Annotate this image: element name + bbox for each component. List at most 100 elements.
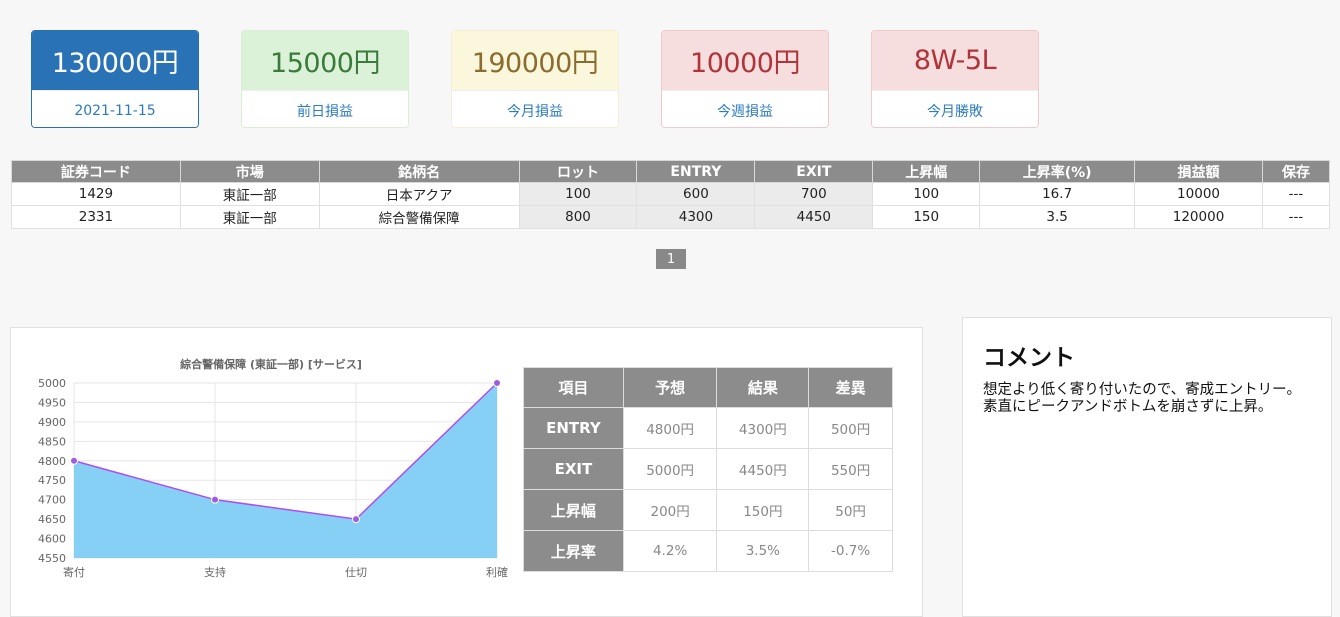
x-tick-label: 利確 [486, 565, 508, 579]
x-tick-label: 寄付 [63, 565, 85, 579]
cmp-cell-diff: 550円 [808, 448, 893, 490]
x-tick-label: 仕切 [345, 566, 367, 579]
col-header-lot[interactable]: ロット [518, 160, 638, 183]
y-tick-label: 4650 [38, 513, 66, 526]
cell-rise-rate: 3.5 [979, 205, 1136, 229]
cmp-cell-diff: 50円 [808, 489, 893, 531]
balance-card: 130000円 2021-11-15 [31, 30, 199, 128]
y-tick-label: 4800 [38, 455, 66, 468]
comment-text: 想定より低く寄り付いたので、寄成エントリー。素直にピークアンドボトムを崩さずに上… [983, 382, 1301, 415]
y-tick-label: 4900 [38, 416, 66, 429]
prev-day-pnl-link[interactable]: 前日損益 [242, 90, 408, 127]
week-pnl-value: 10000円 [662, 31, 828, 90]
cmp-cell-result: 3.5% [716, 530, 810, 572]
month-pnl-card: 190000円 今月損益 [451, 30, 619, 128]
comparison-table: 項目 予想 結果 差異 ENTRY 4800円 4300円 500円 EXIT … [523, 367, 893, 572]
data-point [70, 456, 78, 465]
comparison-row: EXIT 5000円 4450円 550円 [523, 448, 893, 490]
trades-header-row: 証券コード 市場 銘柄名 ロット ENTRY EXIT 上昇幅 上昇率(%) 損… [11, 160, 1331, 183]
comment-panel: コメント 想定より低く寄り付いたので、寄成エントリー。素直にピークアンドボトムを… [962, 317, 1332, 617]
winloss-card: 8W-5L 今月勝敗 [871, 30, 1039, 128]
comparison-row: ENTRY 4800円 4300円 500円 [523, 407, 893, 449]
y-tick-label: 4550 [38, 552, 66, 565]
cmp-cell-forecast: 200円 [622, 489, 718, 531]
table-row[interactable]: 2331 東証一部 綜合警備保障 800 4300 4450 150 3.5 1… [11, 205, 1331, 229]
page-button-1[interactable]: 1 [656, 249, 686, 269]
prev-day-pnl-card: 15000円 前日損益 [241, 30, 409, 128]
col-header-code[interactable]: 証券コード [11, 160, 181, 183]
comparison-header-row: 項目 予想 結果 差異 [523, 367, 893, 408]
cell-market: 東証一部 [179, 182, 320, 206]
cmp-cell-result: 4450円 [716, 448, 810, 490]
comment-title: コメント [983, 345, 1075, 371]
cmp-row-label: 上昇率 [523, 530, 624, 572]
cmp-header-forecast: 予想 [622, 367, 718, 408]
chart-title: 綜合警備保障 (東証一部) [サービス] [180, 358, 362, 371]
cmp-row-label: 上昇幅 [523, 489, 624, 531]
cmp-cell-result: 150円 [716, 489, 810, 531]
col-header-market[interactable]: 市場 [179, 160, 320, 183]
cell-pnl: 10000 [1134, 182, 1263, 206]
y-tick-label: 4850 [38, 435, 66, 448]
cell-save[interactable]: --- [1261, 205, 1331, 229]
cell-exit: 4450 [754, 205, 874, 229]
winloss-link[interactable]: 今月勝敗 [872, 90, 1038, 127]
trades-table: 証券コード 市場 銘柄名 ロット ENTRY EXIT 上昇幅 上昇率(%) 損… [11, 160, 1331, 229]
col-header-save[interactable]: 保存 [1261, 160, 1331, 183]
cmp-row-label: EXIT [523, 448, 624, 490]
x-tick-label: 支持 [204, 565, 226, 579]
y-tick-label: 4750 [38, 474, 66, 487]
month-pnl-value: 190000円 [452, 31, 618, 90]
cmp-row-label: ENTRY [523, 407, 624, 449]
comparison-row: 上昇幅 200円 150円 50円 [523, 489, 893, 531]
chart-panel: 綜合警備保障 (東証一部) [サービス] 5000 4950 4900 4850 480… [10, 327, 923, 617]
data-point [211, 495, 219, 504]
cell-save[interactable]: --- [1261, 182, 1331, 206]
comparison-row: 上昇率 4.2% 3.5% -0.7% [523, 530, 893, 572]
cmp-header-diff: 差異 [808, 367, 893, 408]
data-point [352, 515, 360, 524]
y-tick-label: 4700 [38, 494, 66, 507]
cell-code: 1429 [11, 182, 181, 206]
price-chart: 5000 4950 4900 4850 4800 4750 4700 4650 4600 4550… [38, 377, 508, 579]
col-header-name[interactable]: 銘柄名 [318, 160, 520, 183]
col-header-exit[interactable]: EXIT [754, 160, 874, 183]
cmp-cell-forecast: 4800円 [622, 407, 718, 449]
table-row[interactable]: 1429 東証一部 日本アクア 100 600 700 100 16.7 100… [11, 182, 1331, 206]
balance-value: 130000円 [32, 31, 198, 90]
cell-name: 綜合警備保障 [318, 205, 520, 229]
prev-day-pnl-value: 15000円 [242, 31, 408, 90]
cell-code: 2331 [11, 205, 181, 229]
week-pnl-card: 10000円 今週損益 [661, 30, 829, 128]
col-header-entry[interactable]: ENTRY [636, 160, 756, 183]
y-tick-label: 4600 [38, 533, 66, 546]
cmp-cell-forecast: 5000円 [622, 448, 718, 490]
cell-exit: 700 [754, 182, 874, 206]
cell-lot: 800 [518, 205, 638, 229]
cmp-cell-result: 4300円 [716, 407, 810, 449]
y-tick-label: 5000 [38, 377, 66, 390]
date-link[interactable]: 2021-11-15 [32, 90, 198, 127]
cmp-cell-diff: -0.7% [808, 530, 893, 572]
winloss-value: 8W-5L [872, 31, 1038, 90]
cell-rise-rate: 16.7 [979, 182, 1136, 206]
col-header-pnl[interactable]: 損益額 [1134, 160, 1263, 183]
cell-entry: 4300 [636, 205, 756, 229]
cmp-cell-forecast: 4.2% [622, 530, 718, 572]
cmp-header-result: 結果 [716, 367, 810, 408]
cell-rise: 100 [872, 182, 981, 206]
month-pnl-link[interactable]: 今月損益 [452, 90, 618, 127]
week-pnl-link[interactable]: 今週損益 [662, 90, 828, 127]
data-point [493, 379, 501, 387]
series-line [73, 382, 498, 520]
cell-market: 東証一部 [179, 205, 320, 229]
cell-lot: 100 [518, 182, 638, 206]
cell-entry: 600 [636, 182, 756, 206]
y-tick-label: 4950 [38, 396, 66, 409]
series-area [74, 383, 497, 558]
col-header-rise[interactable]: 上昇幅 [872, 160, 981, 183]
cell-pnl: 120000 [1134, 205, 1263, 229]
col-header-rise-rate[interactable]: 上昇率(%) [979, 160, 1136, 183]
cmp-cell-diff: 500円 [808, 407, 893, 449]
cell-name: 日本アクア [318, 182, 520, 206]
